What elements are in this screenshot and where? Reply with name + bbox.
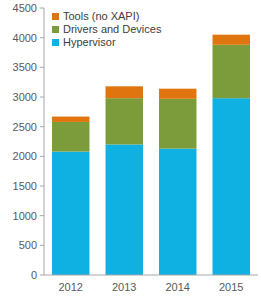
x-tick-label: 2015 — [219, 281, 243, 293]
y-tick — [40, 186, 44, 187]
y-tick — [40, 97, 44, 98]
y-tick-label: 2000 — [13, 150, 37, 162]
x-tick-label: 2014 — [166, 281, 190, 293]
legend-label: Tools (no XAPI) — [63, 10, 139, 22]
y-tick-label: 4500 — [13, 2, 37, 14]
legend-swatch — [52, 26, 59, 33]
y-tick-label: 4000 — [13, 32, 37, 44]
y-tick — [40, 156, 44, 157]
y-tick — [40, 37, 44, 38]
legend-label: Drivers and Devices — [63, 23, 162, 35]
y-tick — [40, 275, 44, 276]
x-tick-label: 2013 — [112, 281, 136, 293]
bar-segment — [159, 89, 196, 99]
y-tick — [40, 245, 44, 246]
bar-segment — [159, 99, 196, 149]
bar-segment — [52, 117, 89, 122]
bar-segment — [213, 98, 250, 275]
bar-segment — [52, 122, 89, 152]
y-tick-label: 1500 — [13, 180, 37, 192]
y-tick-label: 500 — [19, 239, 37, 251]
y-tick-label: 2500 — [13, 121, 37, 133]
bar-segment — [213, 35, 250, 45]
y-tick — [40, 8, 44, 9]
bar-segment — [106, 144, 143, 275]
y-tick-label: 0 — [31, 269, 37, 281]
y-axis — [44, 8, 45, 275]
y-tick — [40, 67, 44, 68]
y-tick-label: 3000 — [13, 91, 37, 103]
x-axis — [44, 275, 258, 276]
bar-segment — [159, 149, 196, 275]
y-tick — [40, 126, 44, 127]
legend: Tools (no XAPI)Drivers and DevicesHyperv… — [52, 10, 162, 48]
bar-segment — [52, 152, 89, 275]
bar-segment — [106, 98, 143, 144]
legend-swatch — [52, 13, 59, 20]
y-tick-label: 3500 — [13, 61, 37, 73]
x-tick-label: 2012 — [59, 281, 83, 293]
chart-svg: 0 500 1000 1500 2000 2500 3000 3500 4000 4500 2012… — [0, 0, 261, 300]
legend-label: Hypervisor — [63, 36, 116, 48]
chart-root: 0 500 1000 1500 2000 2500 3000 3500 4000 4500 2012… — [0, 0, 261, 300]
bar-segment — [213, 45, 250, 98]
y-tick-label: 1000 — [13, 210, 37, 222]
y-tick — [40, 215, 44, 216]
bar-segment — [106, 86, 143, 98]
legend-swatch — [52, 39, 59, 46]
bars — [52, 35, 250, 275]
